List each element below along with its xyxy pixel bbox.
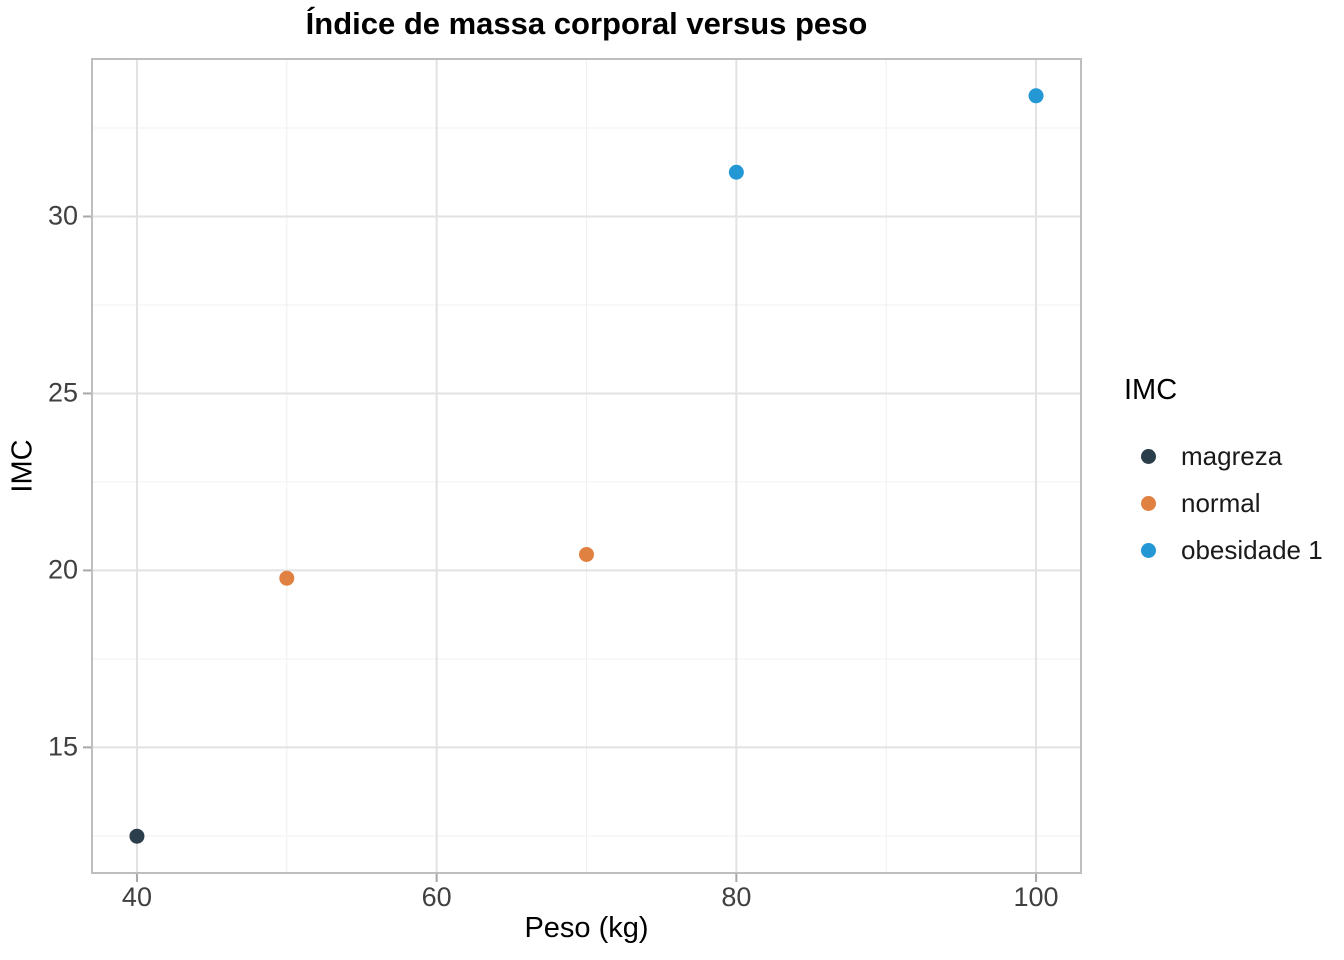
legend-item-obesidade-1: obesidade 1	[1124, 527, 1323, 574]
legend-item-magreza: magreza	[1124, 433, 1323, 480]
legend-point-icon	[1141, 449, 1156, 464]
y-tick-label: 25	[47, 377, 78, 408]
x-tick-label: 60	[421, 882, 452, 912]
scatter-point	[1028, 88, 1044, 104]
x-tick-label: 40	[121, 882, 152, 912]
y-axis-title: IMC	[6, 439, 39, 493]
scatter-point	[728, 164, 744, 180]
legend-point-icon	[1141, 496, 1156, 511]
chart-title: Índice de massa corporal versus peso	[305, 6, 868, 41]
y-tick-label: 20	[47, 554, 78, 585]
legend-item-label: obesidade 1	[1181, 535, 1323, 565]
scatter-point	[279, 570, 295, 586]
x-tick-label: 100	[1013, 882, 1059, 912]
legend-item-normal: normal	[1124, 480, 1323, 527]
y-tick-label: 30	[47, 200, 78, 231]
y-tick-label: 15	[47, 731, 78, 762]
legend: IMC magreza normal obesidade 1	[1124, 374, 1323, 574]
scatter-point	[579, 546, 594, 562]
legend-point-icon	[1141, 543, 1156, 558]
legend-title: IMC	[1124, 374, 1178, 406]
x-tick-label: 80	[721, 882, 752, 912]
x-axis-title: Peso (kg)	[524, 912, 649, 944]
scatter-point	[129, 828, 145, 844]
legend-item-label: magreza	[1181, 441, 1283, 471]
panel-border	[91, 58, 1082, 874]
legend-item-label: normal	[1181, 488, 1261, 518]
